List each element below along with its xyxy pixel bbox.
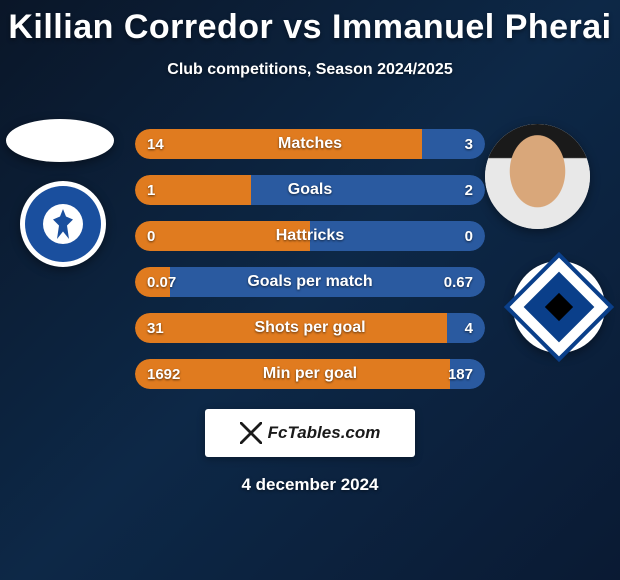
- player2-club-badge: [513, 261, 605, 353]
- stat-bar-right: [310, 221, 485, 251]
- fctables-logo-icon: [240, 422, 262, 444]
- stat-value-left: 0: [147, 221, 155, 251]
- player1-avatar: [6, 119, 114, 162]
- vs-text: vs: [283, 8, 322, 46]
- stat-value-right: 3: [465, 129, 473, 159]
- player2-name: Immanuel Pherai: [332, 8, 612, 46]
- stat-value-left: 31: [147, 313, 164, 343]
- stat-bar-right: [422, 129, 485, 159]
- stat-value-right: 0: [465, 221, 473, 251]
- stat-row: 1692187Min per goal: [135, 359, 485, 389]
- stat-value-right: 187: [448, 359, 473, 389]
- comparison-content: 143Matches12Goals00Hattricks0.070.67Goal…: [0, 109, 620, 399]
- stat-value-left: 1692: [147, 359, 180, 389]
- stat-value-left: 14: [147, 129, 164, 159]
- stat-row: 0.070.67Goals per match: [135, 267, 485, 297]
- stat-value-right: 2: [465, 175, 473, 205]
- hsv-crest-icon: [510, 258, 609, 357]
- subtitle: Club competitions, Season 2024/2025: [0, 61, 620, 79]
- stat-row: 314Shots per goal: [135, 313, 485, 343]
- stat-bar-left: [135, 313, 447, 343]
- stat-bar-right: [251, 175, 486, 205]
- stat-bar-right: [170, 267, 485, 297]
- branding-text: FcTables.com: [268, 423, 381, 443]
- stat-row: 00Hattricks: [135, 221, 485, 251]
- stat-row: 12Goals: [135, 175, 485, 205]
- darmstadt-crest-icon: [25, 186, 101, 262]
- player2-face-icon: [485, 124, 590, 229]
- stat-value-right: 4: [465, 313, 473, 343]
- stat-row: 143Matches: [135, 129, 485, 159]
- stats-table: 143Matches12Goals00Hattricks0.070.67Goal…: [135, 129, 485, 405]
- stat-bar-left: [135, 221, 310, 251]
- date-text: 4 december 2024: [0, 475, 620, 495]
- stat-value-left: 1: [147, 175, 155, 205]
- player1-name: Killian Corredor: [8, 8, 273, 46]
- stat-bar-left: [135, 359, 450, 389]
- player1-club-badge: [20, 181, 106, 267]
- stat-value-right: 0.67: [444, 267, 473, 297]
- stat-bar-left: [135, 129, 422, 159]
- stat-value-left: 0.07: [147, 267, 176, 297]
- comparison-title: Killian Corredor vs Immanuel Pherai: [0, 8, 620, 47]
- header: Killian Corredor vs Immanuel Pherai Club…: [0, 0, 620, 79]
- player2-avatar: [485, 124, 590, 229]
- branding-badge: FcTables.com: [205, 409, 415, 457]
